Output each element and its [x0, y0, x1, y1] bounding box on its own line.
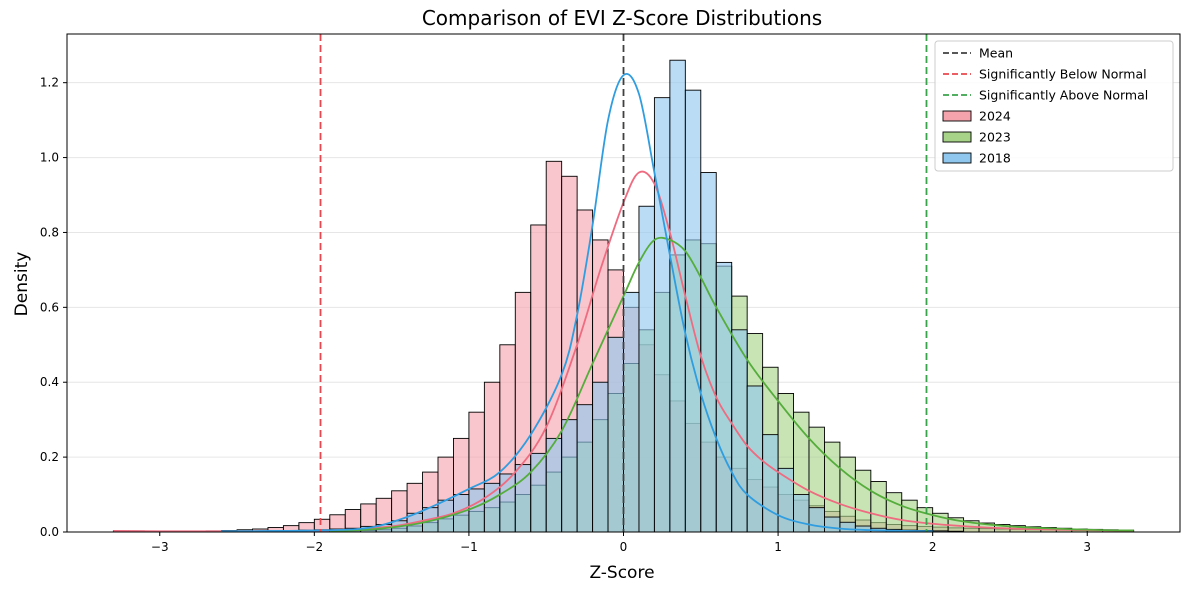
kde-line-2018 [221, 73, 933, 533]
legend-box [934, 40, 1174, 172]
bar-2018 [824, 516, 841, 533]
bar-2018 [684, 89, 702, 533]
bar-2018 [793, 494, 810, 533]
bar-2018 [839, 521, 856, 533]
bar-2018 [530, 452, 547, 533]
legend-patch-swatch [942, 131, 972, 143]
y-tick-label: 0.4 [40, 375, 59, 389]
bar-2018 [468, 488, 485, 533]
x-axis-label: Z-Score [589, 563, 654, 583]
bar-2018 [715, 261, 733, 533]
bar-2018 [607, 336, 624, 533]
y-axis-ticks: 0.0 0.2 0.4 0.6 0.8 1.0 1.2 [40, 76, 67, 539]
bar-2018 [576, 404, 594, 533]
bar-2023 [901, 499, 918, 533]
legend-label: Significantly Above Normal [979, 88, 1148, 103]
bar-2018 [638, 205, 655, 533]
bar-2018 [499, 473, 516, 533]
series-bars-2018 [221, 59, 965, 533]
bar-2018 [623, 291, 640, 533]
legend-label: 2024 [979, 109, 1011, 124]
bar-2018 [731, 329, 748, 533]
bar-2018 [561, 419, 578, 533]
legend-label: Significantly Below Normal [979, 67, 1147, 82]
x-axis-ticks: −3 −2 −1 0 1 2 3 [151, 532, 1091, 554]
x-tick-label: 0 [620, 540, 628, 554]
x-tick-label: −2 [305, 540, 323, 554]
y-tick-label: 0.8 [40, 225, 59, 239]
y-tick-label: 1.2 [40, 76, 59, 90]
x-tick-label: −1 [460, 540, 478, 554]
kde-curves [113, 73, 1134, 533]
bar-2023 [870, 481, 887, 533]
bar-2018 [592, 381, 609, 533]
bar-2023 [839, 456, 856, 533]
legend-label: 2023 [979, 130, 1011, 145]
reference-lines [319, 34, 928, 532]
bar-2018 [762, 434, 779, 533]
y-tick-label: 0.0 [40, 525, 59, 539]
x-tick-label: −3 [151, 540, 169, 554]
chart-title: Comparison of EVI Z-Score Distributions [422, 6, 822, 30]
legend-label: Mean [979, 46, 1013, 61]
bar-2023 [885, 492, 903, 533]
kde-line-2023 [329, 236, 1134, 533]
legend-patch-swatch [942, 110, 972, 122]
x-tick-label: 3 [1083, 540, 1091, 554]
x-tick-label: 1 [774, 540, 782, 554]
legend-label: 2018 [979, 151, 1011, 166]
bar-2018 [808, 507, 825, 533]
legend: Mean Significantly Below Normal Significan… [934, 40, 1174, 172]
legend-patch-swatch [942, 152, 972, 164]
bar-2023 [854, 469, 872, 533]
y-tick-label: 0.6 [40, 300, 59, 314]
y-tick-label: 1.0 [40, 151, 59, 165]
bar-2018 [653, 97, 671, 533]
y-axis-label: Density [12, 252, 32, 317]
bar-2018 [483, 482, 501, 533]
bar-2018 [700, 172, 717, 533]
x-tick-label: 2 [929, 540, 937, 554]
y-tick-label: 0.2 [40, 450, 59, 464]
